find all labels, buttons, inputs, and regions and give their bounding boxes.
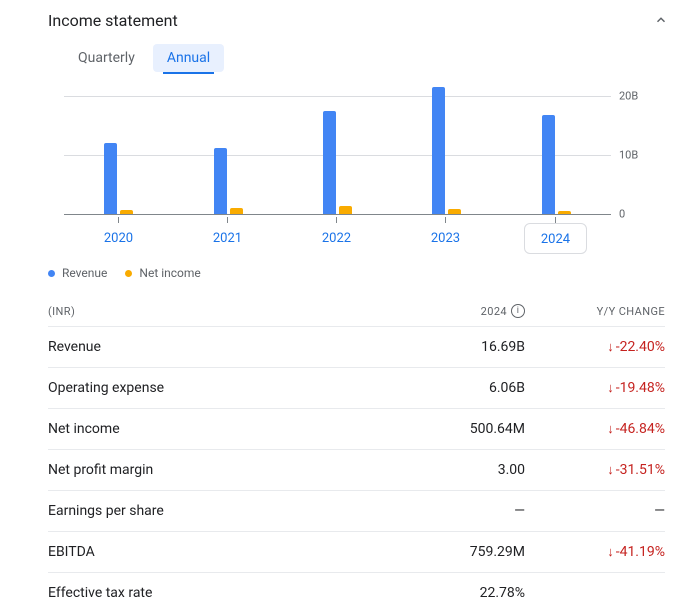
bar-revenue[interactable] [323,111,336,214]
metric-change: ↓-22.40% [525,339,665,355]
year-button-2020[interactable]: 2020 [88,223,149,252]
bar-group [64,84,173,214]
legend-swatch-revenue [48,270,55,277]
metric-value: 759.29M [385,544,525,560]
bar-revenue[interactable] [542,115,555,214]
metric-value: 16.69B [385,339,525,355]
legend-label-revenue: Revenue [62,266,107,280]
arrow-down-icon: ↓ [607,380,614,396]
gridline [64,214,611,215]
chart-legend: Revenue Net income [16,254,673,284]
legend-swatch-net-income [125,270,132,277]
table-header: (INR) 2024 i Y/Y CHANGE [48,296,665,326]
col-change: Y/Y CHANGE [525,305,665,318]
bar-chart: 0 10B 20B 2020 2021 2022 2023 2024 [40,84,665,254]
col-year: 2024 i [385,304,525,318]
year-button-2021[interactable]: 2021 [197,223,258,252]
y-tick-label: 0 [619,208,659,221]
table-row: EBITDA759.29M↓-41.19% [48,531,665,572]
year-button-2022[interactable]: 2022 [306,223,367,252]
y-tick-label: 10B [619,148,659,161]
metric-label: Earnings per share [48,503,385,519]
tab-quarterly[interactable]: Quarterly [64,44,149,72]
metric-change: ↓-31.51% [525,462,665,478]
metric-change: ↓-46.84% [525,421,665,437]
collapse-icon[interactable] [649,8,673,32]
income-statement-panel: Income statement Quarterly Annual 0 10B 20… [0,0,689,613]
bar-net_income[interactable] [339,206,352,214]
metric-value: — [385,503,525,519]
arrow-down-icon: ↓ [607,421,614,437]
bar-net_income[interactable] [558,211,571,214]
metric-change: ↓-41.19% [525,544,665,560]
bar-net_income[interactable] [448,209,461,214]
metric-value: 6.06B [385,380,525,396]
panel-title: Income statement [48,11,178,30]
table-row: Net profit margin3.00↓-31.51% [48,449,665,490]
financials-table: (INR) 2024 i Y/Y CHANGE Revenue16.69B↓-2… [48,296,665,613]
bar-revenue[interactable] [104,143,117,214]
table-row: Net income500.64M↓-46.84% [48,408,665,449]
table-row: Operating expense6.06B↓-19.48% [48,367,665,408]
metric-change: — [525,503,665,519]
metric-label: Net profit margin [48,462,385,478]
col-currency: (INR) [48,305,385,318]
metric-label: Revenue [48,339,385,355]
year-button-2023[interactable]: 2023 [415,223,476,252]
bar-group [392,84,501,214]
period-tabs: Quarterly Annual [16,36,673,80]
legend-net-income: Net income [125,266,200,280]
table-row: Earnings per share—— [48,490,665,531]
metric-change: ↓-19.48% [525,380,665,396]
x-axis: 2020 2021 2022 2023 2024 [64,223,611,254]
bar-group [502,84,611,214]
metric-value: 500.64M [385,421,525,437]
bar-group [283,84,392,214]
bar-revenue[interactable] [214,148,227,214]
arrow-down-icon: ↓ [607,544,614,560]
legend-revenue: Revenue [48,266,107,280]
table-row: Revenue16.69B↓-22.40% [48,326,665,367]
metric-value: 22.78% [385,585,525,601]
bar-net_income[interactable] [230,208,243,214]
metric-label: Effective tax rate [48,585,385,601]
tab-annual[interactable]: Annual [153,44,224,72]
year-button-2024[interactable]: 2024 [524,223,587,254]
panel-header: Income statement [16,0,673,36]
table-row: Effective tax rate22.78% [48,572,665,613]
arrow-down-icon: ↓ [607,339,614,355]
y-tick-label: 20B [619,89,659,102]
metric-label: EBITDA [48,544,385,560]
bar-net_income[interactable] [120,210,133,214]
metric-label: Operating expense [48,380,385,396]
arrow-down-icon: ↓ [607,462,614,478]
bar-revenue[interactable] [432,87,445,214]
legend-label-net-income: Net income [139,266,200,280]
metric-label: Net income [48,421,385,437]
info-icon[interactable]: i [511,304,525,318]
bar-group [173,84,282,214]
metric-value: 3.00 [385,462,525,478]
